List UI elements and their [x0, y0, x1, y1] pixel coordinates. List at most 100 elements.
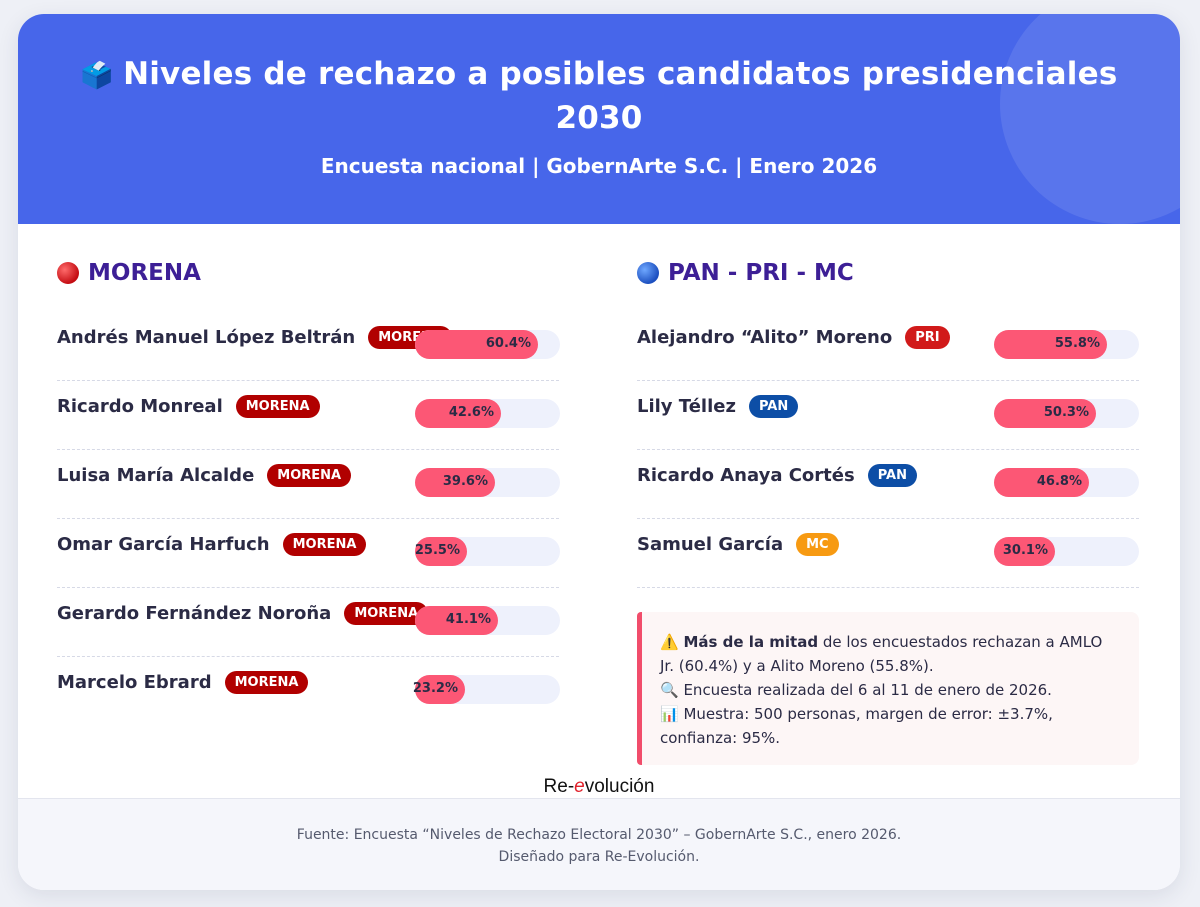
title-text: Niveles de rechazo a posibles candidatos… [123, 56, 1118, 92]
bar-track: 25.5% [415, 537, 560, 566]
candidate-name: Gerardo Fernández Noroña MORENA [57, 602, 429, 625]
candidate-name: Alejandro “Alito” Moreno PRI [637, 326, 950, 349]
finding-sample: 📊 Muestra: 500 personas, margen de error… [660, 702, 1121, 750]
bar-track: 50.3% [994, 399, 1139, 428]
candidate-row: Gerardo Fernández Noroña MORENA 41.1% [57, 588, 560, 657]
bar-track: 30.1% [994, 537, 1139, 566]
candidate-row: Alejandro “Alito” Moreno PRI 55.8% [637, 312, 1139, 381]
candidate-row: Luisa María Alcalde MORENA 39.6% [57, 450, 560, 519]
key-findings-box: ⚠️ Más de la mitad de los encuestados re… [637, 612, 1139, 765]
candidate-name-text: Alejandro “Alito” Moreno [637, 327, 893, 348]
footer-credit: Diseñado para Re-Evolución. [498, 849, 700, 865]
data-label: 42.6% [448, 405, 494, 420]
data-label: 50.3% [1043, 405, 1089, 420]
finding-sample-text: Muestra: 500 personas, margen de error: … [660, 705, 1053, 747]
bar-track: 39.6% [415, 468, 560, 497]
party-badge: MORENA [267, 464, 352, 487]
finding-dates: 🔍 Encuesta realizada del 6 al 11 de ener… [660, 678, 1121, 702]
data-label: 39.6% [442, 474, 488, 489]
candidate-row: Lily Téllez PAN 50.3% [637, 381, 1139, 450]
party-badge: MORENA [224, 671, 309, 694]
bar-track: 23.2% [412, 675, 560, 704]
header-banner: 🗳️ Niveles de rechazo a posibles candidat… [18, 14, 1180, 224]
data-label: 55.8% [1054, 336, 1100, 351]
candidate-name-text: Omar García Harfuch [57, 534, 270, 555]
finding-text: de los encuestados rechazan a AMLO Jr. (… [660, 633, 1103, 675]
candidate-name: Andrés Manuel López Beltrán MORENA [57, 326, 453, 349]
brand-logo: Re-evolución [18, 776, 1180, 798]
bar: 60.4% [415, 330, 538, 359]
finding-dates-text: Encuesta realizada del 6 al 11 de enero … [678, 681, 1052, 699]
bar: 25.5% [415, 537, 467, 566]
bar-track: 41.1% [415, 606, 560, 635]
section-title-opposition: PAN - PRI - MC [637, 260, 854, 286]
infographic-card: 🗳️ Niveles de rechazo a posibles candidat… [18, 14, 1180, 890]
candidate-name-text: Luisa María Alcalde [57, 465, 255, 486]
candidate-row: Ricardo Anaya Cortés PAN 46.8% [637, 450, 1139, 519]
red-circle-icon [57, 262, 79, 284]
bar: 23.2% [412, 675, 465, 704]
magnifier-icon: 🔍 [660, 681, 679, 699]
party-badge: PRI [905, 326, 950, 349]
page-title-line2: 2030 [555, 100, 643, 136]
finding-majority: ⚠️ Más de la mitad de los encuestados re… [660, 630, 1121, 678]
footer-source: Fuente: Encuesta “Niveles de Rechazo Ele… [296, 827, 902, 843]
candidate-name: Omar García Harfuch MORENA [57, 533, 367, 556]
section-title-text: MORENA [88, 260, 201, 286]
footer: Fuente: Encuesta “Niveles de Rechazo Ele… [18, 798, 1180, 890]
candidate-row: Andrés Manuel López Beltrán MORENA 60.4% [57, 312, 560, 381]
bar-track: 55.8% [994, 330, 1139, 359]
warning-icon: ⚠️ [660, 633, 679, 651]
data-label: 60.4% [485, 336, 531, 351]
candidate-name: Lily Téllez PAN [637, 395, 799, 418]
party-badge: MORENA [282, 533, 367, 556]
candidate-name: Marcelo Ebrard MORENA [57, 671, 309, 694]
brand-part1: Re- [543, 776, 575, 797]
candidate-name: Ricardo Monreal MORENA [57, 395, 320, 418]
data-label: 30.1% [1002, 543, 1048, 558]
data-label: 46.8% [1036, 474, 1082, 489]
bar-track: 46.8% [994, 468, 1139, 497]
candidate-row: Omar García Harfuch MORENA 25.5% [57, 519, 560, 588]
bar-track: 42.6% [415, 399, 560, 428]
page-subtitle: Encuesta nacional | GobernArte S.C. | En… [320, 154, 878, 178]
candidate-row: Marcelo Ebrard MORENA 23.2% [57, 657, 560, 726]
bar-track: 60.4% [415, 330, 560, 359]
candidate-name: Ricardo Anaya Cortés PAN [637, 464, 917, 487]
candidate-name: Samuel García MC [637, 533, 839, 556]
data-label: 25.5% [414, 543, 460, 558]
bar: 50.3% [994, 399, 1096, 428]
data-label: 41.1% [445, 612, 491, 627]
candidate-name-text: Gerardo Fernández Noroña [57, 603, 332, 624]
brand-part3: volución [584, 776, 655, 797]
party-badge: MORENA [235, 395, 320, 418]
section-title-text: PAN - PRI - MC [668, 260, 854, 286]
bar: 55.8% [994, 330, 1107, 359]
party-badge: MC [796, 533, 839, 556]
bar: 41.1% [415, 606, 498, 635]
candidate-name-text: Ricardo Monreal [57, 396, 223, 417]
bar-chart-icon: 📊 [660, 705, 679, 723]
bar: 46.8% [994, 468, 1089, 497]
brand-part2: e [574, 776, 585, 797]
bar: 39.6% [415, 468, 495, 497]
bar: 30.1% [994, 537, 1055, 566]
candidate-name-text: Lily Téllez [637, 396, 736, 417]
party-badge: PAN [867, 464, 917, 487]
candidate-name-text: Samuel García [637, 534, 784, 555]
ballot-box-icon: 🗳️ [80, 61, 114, 91]
candidate-name: Luisa María Alcalde MORENA [57, 464, 352, 487]
bar: 42.6% [415, 399, 501, 428]
candidate-row: Samuel García MC 30.1% [637, 519, 1139, 588]
candidate-name-text: Marcelo Ebrard [57, 672, 212, 693]
candidate-row: Ricardo Monreal MORENA 42.6% [57, 381, 560, 450]
data-label: 23.2% [412, 681, 458, 696]
party-badge: MORENA [344, 602, 429, 625]
candidate-name-text: Ricardo Anaya Cortés [637, 465, 855, 486]
finding-bold: Más de la mitad [683, 633, 819, 651]
party-badge: PAN [748, 395, 799, 418]
section-title-morena: MORENA [57, 260, 201, 286]
page-title: 🗳️ Niveles de rechazo a posibles candidat… [18, 56, 1180, 92]
blue-circle-icon [637, 262, 659, 284]
candidate-name-text: Andrés Manuel López Beltrán [57, 327, 356, 348]
